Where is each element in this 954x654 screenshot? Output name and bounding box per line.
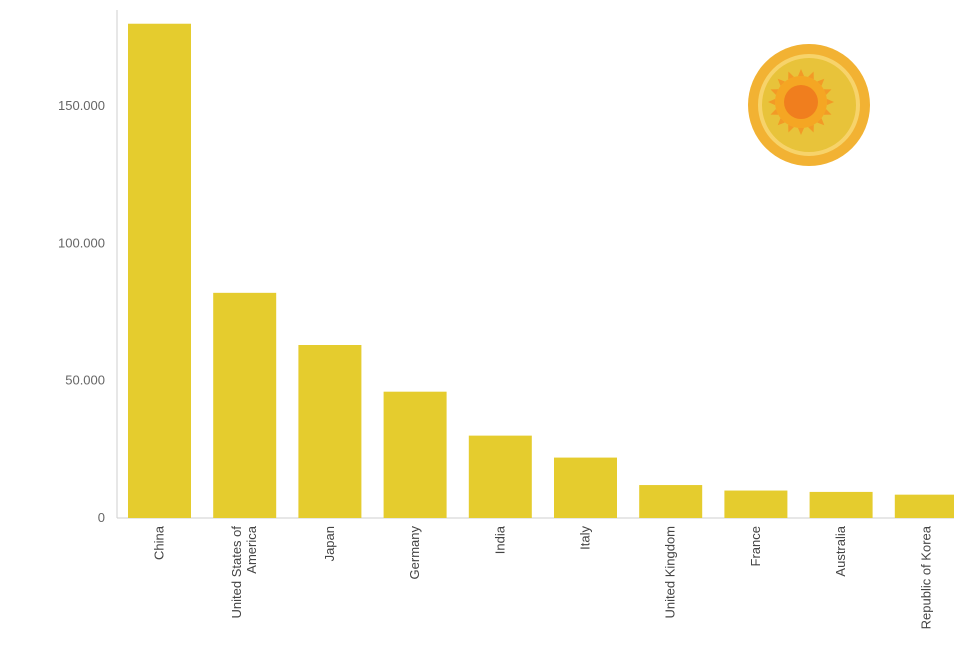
x-tick-label: Japan	[322, 526, 337, 561]
x-tick-label: China	[152, 525, 167, 560]
bar	[809, 491, 873, 518]
x-tick-label: India	[492, 525, 507, 554]
bar	[213, 292, 277, 518]
sun-ray	[797, 127, 805, 135]
bar-series	[128, 23, 954, 518]
x-tick-label: Italy	[578, 526, 593, 550]
sun-ray	[770, 89, 779, 95]
sun-ray	[770, 109, 779, 115]
y-tick-label: 0	[98, 510, 105, 525]
sun-ray	[817, 118, 825, 126]
x-tick-label: United Kingdom	[663, 526, 678, 619]
x-tick-label: France	[748, 526, 763, 566]
sun-ray	[788, 124, 794, 133]
y-tick-label: 50.000	[65, 373, 105, 388]
y-tick-label: 100.000	[58, 235, 105, 250]
sun-ray	[817, 78, 825, 86]
x-tick-label: Australia	[833, 525, 848, 576]
sun-ray	[823, 89, 832, 95]
sun-rays	[768, 69, 834, 135]
x-tick-label: United States ofAmerica	[229, 525, 259, 618]
bar	[383, 391, 447, 518]
bar	[639, 485, 703, 518]
sun-ray	[823, 109, 832, 115]
sun-ray	[808, 124, 814, 133]
sun-ray	[788, 71, 794, 80]
sun-ray	[768, 98, 776, 106]
x-axis-labels: China United States ofAmerica Japan Germany…	[152, 525, 934, 629]
bar	[554, 457, 617, 518]
bar	[894, 494, 954, 518]
sun-icon	[748, 44, 870, 166]
sun-ray	[777, 118, 785, 126]
bar	[298, 345, 362, 518]
x-tick-label: Republic of Korea	[918, 525, 933, 629]
sun-ray	[777, 78, 785, 86]
y-tick-label: 150.000	[58, 98, 105, 113]
bar	[468, 435, 532, 518]
sun-ray	[797, 69, 805, 77]
sun-ray	[808, 71, 814, 80]
sun-ray	[826, 98, 834, 106]
bar	[128, 23, 191, 518]
sun-center	[784, 85, 818, 119]
x-tick-label: Germany	[407, 526, 422, 580]
y-axis-ticks: 150.000 100.000 50.000 0	[58, 98, 105, 525]
bar	[724, 490, 788, 518]
